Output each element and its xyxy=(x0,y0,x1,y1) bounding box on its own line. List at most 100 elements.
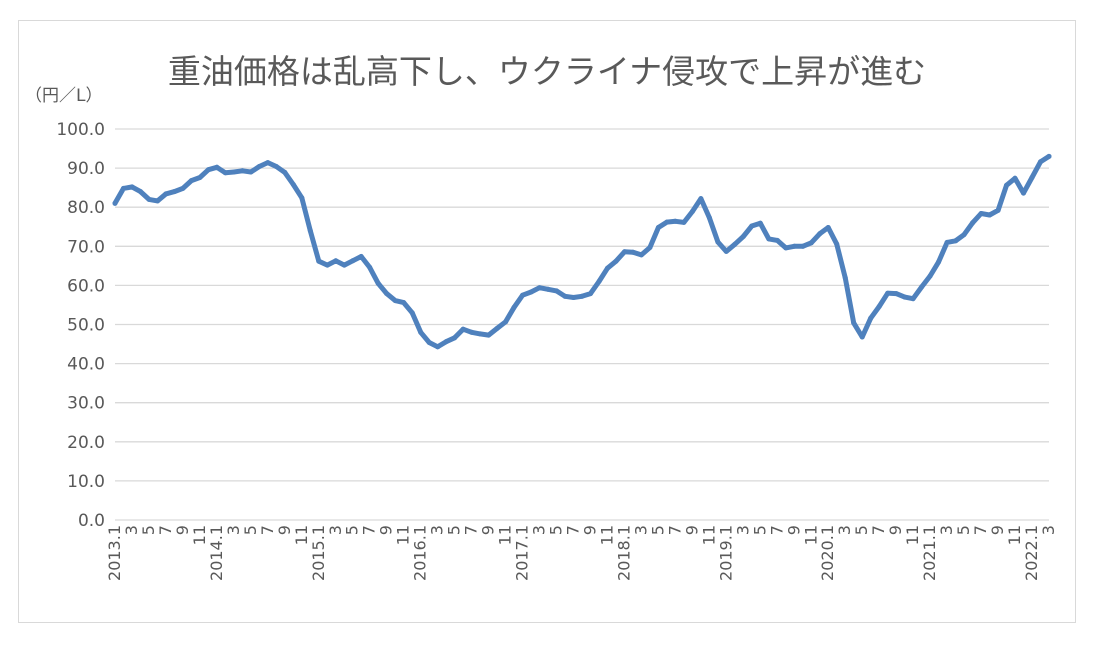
data-point xyxy=(409,310,415,316)
data-point xyxy=(876,304,882,309)
y-tick-label: 30.0 xyxy=(67,394,105,414)
x-tick-label: 7 xyxy=(360,525,379,535)
data-point xyxy=(1004,182,1009,188)
x-tick-label: 2020.1 xyxy=(818,525,837,581)
data-point xyxy=(893,291,899,297)
data-point xyxy=(953,238,959,244)
data-point xyxy=(129,184,135,190)
data-point xyxy=(401,300,407,306)
x-tick-label: 7 xyxy=(869,525,888,535)
data-point xyxy=(689,209,695,214)
x-tick-label: 3 xyxy=(530,525,549,535)
x-tick-label: 7 xyxy=(156,525,175,535)
x-tick-label: 5 xyxy=(648,525,667,535)
data-point xyxy=(1046,153,1052,159)
data-point xyxy=(486,332,492,338)
data-point xyxy=(1021,190,1026,196)
data-point xyxy=(112,200,118,206)
x-tick-label: 9 xyxy=(173,525,192,535)
data-point xyxy=(494,325,500,331)
data-point xyxy=(1012,175,1018,181)
data-point xyxy=(121,185,126,191)
data-point xyxy=(138,189,143,195)
x-tick-label: 9 xyxy=(682,525,701,535)
x-tick-label: 11 xyxy=(496,525,515,545)
data-point xyxy=(834,241,840,247)
x-tick-label: 9 xyxy=(479,525,498,535)
x-tick-label: 11 xyxy=(394,525,413,545)
x-tick-label: 9 xyxy=(886,525,905,535)
data-point xyxy=(350,258,356,264)
data-point xyxy=(273,164,279,169)
data-point xyxy=(800,243,806,249)
data-point xyxy=(579,293,585,299)
data-point xyxy=(163,191,169,197)
y-tick-label: 60.0 xyxy=(67,276,105,296)
x-tick-label: 5 xyxy=(343,525,362,535)
data-point xyxy=(698,196,704,202)
data-point xyxy=(197,175,203,180)
data-point xyxy=(511,304,517,310)
data-point xyxy=(630,249,636,255)
data-point xyxy=(367,264,373,270)
data-point xyxy=(537,285,542,291)
data-point xyxy=(791,243,797,249)
y-tick-label: 10.0 xyxy=(67,472,105,492)
data-point xyxy=(180,185,186,191)
data-point xyxy=(605,265,610,271)
x-tick-label: 2019.1 xyxy=(716,525,735,581)
y-axis: 0.0 10.0 20.0 30.0 40.0 50.0 60.0 70.0 80.0 90.0 1… xyxy=(56,120,105,531)
data-point xyxy=(155,198,160,204)
data-point xyxy=(443,339,449,345)
data-point xyxy=(171,189,177,195)
data-point xyxy=(239,168,245,174)
x-axis: 2013.13579112014.13579112015.13579112016… xyxy=(105,525,1058,581)
x-tick-label: 2022.1 xyxy=(1022,525,1041,581)
x-tick-label: 7 xyxy=(462,525,481,535)
data-point xyxy=(859,334,865,340)
data-point xyxy=(426,340,432,345)
data-point xyxy=(885,290,891,296)
data-point xyxy=(655,225,661,230)
x-tick-label: 7 xyxy=(258,525,277,535)
data-point xyxy=(622,249,627,255)
y-tick-label: 0.0 xyxy=(78,511,105,531)
data-point xyxy=(307,228,313,234)
data-point xyxy=(774,237,780,243)
data-point xyxy=(299,195,305,201)
data-point xyxy=(715,239,721,245)
y-tick-label: 50.0 xyxy=(67,316,105,336)
data-point xyxy=(638,252,644,258)
data-point xyxy=(647,245,653,250)
data-point xyxy=(333,258,339,264)
data-point xyxy=(588,291,593,297)
data-point xyxy=(842,275,848,281)
line-chart: 重油価格は乱高下し、ウクライナ侵攻で上昇が進む （円／L） 0.0 10.0 20.… xyxy=(25,52,1058,581)
data-point xyxy=(214,164,220,170)
data-point xyxy=(613,258,619,264)
x-tick-label: 3 xyxy=(835,525,854,535)
data-point xyxy=(672,218,678,224)
x-tick-label: 9 xyxy=(988,525,1007,535)
chart-title: 重油価格は乱高下し、ウクライナ侵攻で上昇が進む xyxy=(168,52,926,91)
data-point xyxy=(825,225,831,230)
x-tick-label: 2015.1 xyxy=(309,525,328,581)
data-point xyxy=(723,248,729,254)
data-point xyxy=(418,329,424,335)
data-point xyxy=(987,212,993,218)
data-point xyxy=(868,315,874,321)
x-tick-label: 11 xyxy=(597,525,616,545)
data-point xyxy=(256,164,262,169)
x-tick-label: 3 xyxy=(733,525,752,535)
x-tick-label: 5 xyxy=(750,525,769,535)
data-point xyxy=(392,298,398,304)
data-point xyxy=(562,293,568,299)
x-tick-label: 5 xyxy=(241,525,260,535)
data-point xyxy=(766,236,772,242)
data-point xyxy=(290,182,296,187)
x-tick-label: 2013.1 xyxy=(105,525,124,581)
data-point xyxy=(316,258,322,264)
series xyxy=(112,153,1052,350)
x-tick-label: 9 xyxy=(580,525,599,535)
data-point xyxy=(851,320,857,326)
